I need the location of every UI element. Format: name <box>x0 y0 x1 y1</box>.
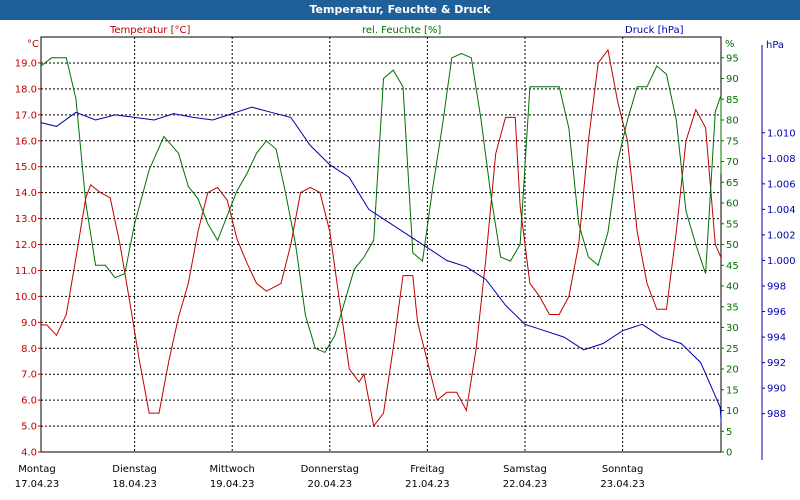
pressure-tick-label: 990 <box>767 384 786 395</box>
humidity-unit-label: % <box>725 39 735 50</box>
humidity-tick-label: 20 <box>726 365 739 376</box>
humidity-line <box>40 53 722 354</box>
humidity-tick-label: 90 <box>726 74 739 85</box>
humidity-tick-label: 0 <box>726 448 732 459</box>
pressure-tick-label: 994 <box>767 333 786 344</box>
temp-tick-label: 18.0 <box>15 84 37 95</box>
axes: Montag 17.04.23 Dienstag 18.04.23 Mittwoch 19… <box>15 37 796 490</box>
humidity-tick-label: 85 <box>726 95 739 106</box>
grid-lines <box>41 37 721 452</box>
humidity-tick-label: 5 <box>726 427 732 438</box>
temp-tick-label: 10.0 <box>15 292 37 303</box>
pressure-series-label: Druck [hPa] <box>625 25 684 36</box>
temp-tick-label: 11.0 <box>15 266 37 277</box>
x-tick-label-day: Freitag <box>410 464 444 475</box>
humidity-tick-label: 35 <box>726 302 739 313</box>
temp-tick-label: 14.0 <box>15 188 37 199</box>
temp-tick-label: 8.0 <box>21 344 37 355</box>
x-tick-label-date: 23.04.23 <box>600 479 645 490</box>
temp-tick-label: 9.0 <box>21 318 37 329</box>
humidity-tick-label: 10 <box>726 406 739 417</box>
temp-series-label: Temperatur [°C] <box>109 25 190 36</box>
humidity-tick-label: 80 <box>726 116 739 127</box>
x-tick-label-day: Dienstag <box>112 464 157 475</box>
humidity-tick-label: 95 <box>726 53 739 64</box>
pressure-tick-label: 1.004 <box>767 205 796 216</box>
x-tick-label-date: 17.04.23 <box>15 479 60 490</box>
temp-tick-label: 7.0 <box>21 370 37 381</box>
humidity-tick-label: 15 <box>726 385 739 396</box>
humidity-tick-label: 25 <box>726 344 739 355</box>
window-title: Temperatur, Feuchte & Druck <box>0 0 800 20</box>
temp-unit-label: °C <box>27 39 39 50</box>
pressure-unit-label: hPa <box>766 40 784 51</box>
humidity-tick-label: 45 <box>726 261 739 272</box>
humidity-tick-label: 55 <box>726 219 739 230</box>
temp-tick-label: 13.0 <box>15 214 37 225</box>
x-tick-label-day: Samstag <box>503 464 547 475</box>
pressure-tick-label: 998 <box>767 282 786 293</box>
humidity-tick-label: 75 <box>726 136 739 147</box>
pressure-tick-label: 996 <box>767 307 786 318</box>
axis-labels: °C Temperatur [°C] rel. Feuchte [%] % Dr… <box>27 25 784 51</box>
x-tick-label-date: 19.04.23 <box>210 479 255 490</box>
temp-tick-label: 6.0 <box>21 396 37 407</box>
x-tick-label-date: 20.04.23 <box>308 479 353 490</box>
x-tick-label-date: 21.04.23 <box>405 479 450 490</box>
pressure-tick-label: 1.008 <box>767 154 796 165</box>
x-tick-label-day: Sonntag <box>602 464 644 475</box>
pressure-tick-label: 992 <box>767 358 786 369</box>
x-tick-label-day: Donnerstag <box>301 464 359 475</box>
humidity-tick-label: 50 <box>726 240 739 251</box>
temp-tick-label: 16.0 <box>15 136 37 147</box>
x-tick-label-day: Montag <box>18 464 55 475</box>
temp-tick-label: 12.0 <box>15 240 37 251</box>
temperature-line <box>41 48 722 428</box>
humidity-tick-label: 65 <box>726 178 739 189</box>
pressure-tick-label: 988 <box>767 409 786 420</box>
pressure-line <box>40 106 722 423</box>
x-tick-label-day: Mittwoch <box>210 464 255 475</box>
humidity-tick-label: 40 <box>726 282 739 293</box>
x-tick-label-date: 22.04.23 <box>503 479 548 490</box>
temp-tick-label: 19.0 <box>15 58 37 69</box>
x-tick-label-date: 18.04.23 <box>112 479 157 490</box>
pressure-tick-label: 1.002 <box>767 230 796 241</box>
temp-tick-label: 15.0 <box>15 162 37 173</box>
series-group <box>40 48 722 428</box>
pressure-tick-label: 1.006 <box>767 179 796 190</box>
weather-chart: Montag 17.04.23 Dienstag 18.04.23 Mittwoch 19… <box>0 20 800 500</box>
temp-tick-label: 17.0 <box>15 110 37 121</box>
temp-tick-label: 4.0 <box>21 448 37 459</box>
pressure-tick-label: 1.000 <box>767 256 796 267</box>
pressure-tick-label: 1.010 <box>767 128 796 139</box>
humidity-tick-label: 30 <box>726 323 739 334</box>
humidity-tick-label: 70 <box>726 157 739 168</box>
temp-tick-label: 5.0 <box>21 422 37 433</box>
humidity-tick-label: 60 <box>726 199 739 210</box>
humidity-series-label: rel. Feuchte [%] <box>362 25 441 36</box>
